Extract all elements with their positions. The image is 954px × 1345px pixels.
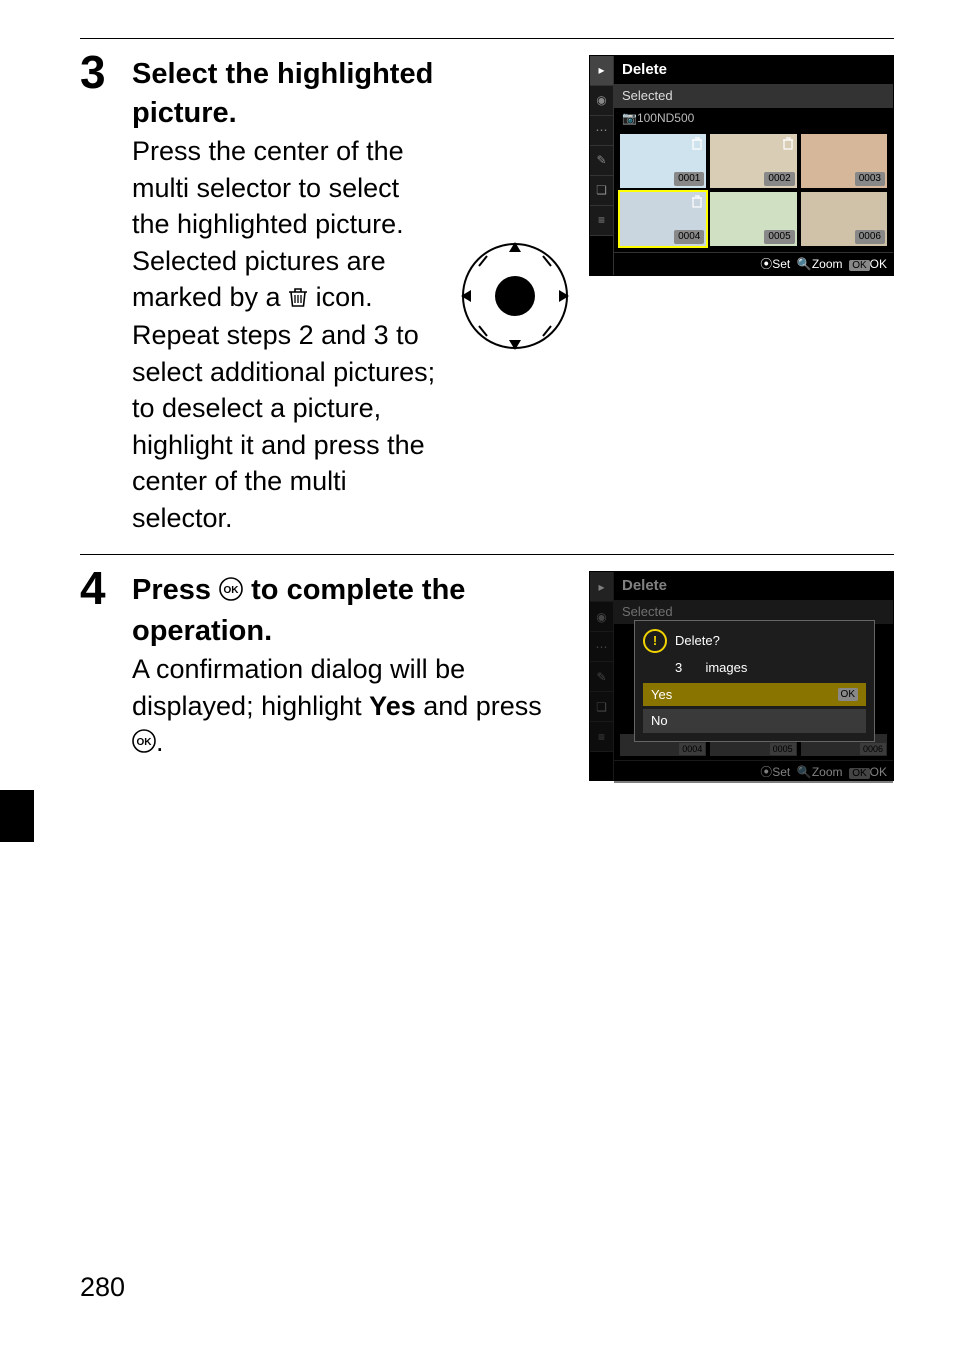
- step-4-number: 4: [80, 565, 114, 781]
- thumbnail: 0006: [801, 192, 887, 246]
- thumbnail: 0005: [710, 192, 796, 246]
- camera-screen-delete-selected: ▸ ◉ ⋯ ✎ ❏ ≡ Delete Selected 📷100ND500 00…: [589, 55, 894, 276]
- thumbnail: 0003: [801, 134, 887, 188]
- dialog-count: 3: [675, 659, 682, 677]
- screen1-footer: ⦿Set 🔍Zoom OKOK: [614, 252, 893, 276]
- step-4-body-c: .: [156, 727, 164, 757]
- ok-button-icon: OK: [132, 726, 156, 762]
- step-4-body-yes: Yes: [369, 691, 416, 721]
- screen2-footer: ⦿Set 🔍Zoom OKOK: [614, 760, 893, 784]
- ok-button-icon: OK: [219, 573, 243, 612]
- step-3: 3 Select the highlighted picture. Press …: [80, 49, 894, 536]
- thumb-number: 0002: [764, 172, 794, 186]
- footer-set-icon: ⦿: [760, 257, 772, 271]
- screen1-title: Delete: [614, 56, 893, 84]
- trash-mark-icon: [781, 136, 795, 150]
- tab-playback-icon: ▸: [590, 56, 613, 86]
- tab-retouch-icon: ❏: [590, 176, 613, 206]
- dialog-count-unit: images: [705, 659, 747, 677]
- side-tabs: ▸◉⋯ ✎❏≡: [590, 572, 614, 780]
- thumbnail: 0004: [620, 192, 706, 246]
- screen1-subtitle: Selected: [614, 84, 893, 108]
- multi-selector-graphic: [455, 236, 575, 365]
- step-4-title: Press OK to complete the operation.: [132, 574, 465, 647]
- dialog-question: Delete?: [675, 632, 720, 650]
- tab-pencil-icon: ✎: [590, 146, 613, 176]
- step-3-title: Select the highlighted picture.: [132, 58, 433, 129]
- dialog-option-yes[interactable]: YesOK: [643, 683, 866, 707]
- screen1-path: 📷100ND500: [614, 108, 893, 128]
- mid-rule: [80, 554, 894, 555]
- top-rule: [80, 38, 894, 39]
- warning-icon: !: [643, 629, 667, 653]
- tab-settings-icon: ⋯: [590, 116, 613, 146]
- screen2-title: Delete: [614, 572, 893, 600]
- footer-zoom-icon: 🔍: [797, 257, 812, 271]
- thumbnail: 0002: [710, 134, 796, 188]
- trash-mark-icon: [690, 136, 704, 150]
- svg-text:OK: OK: [137, 737, 153, 748]
- thumb-number: 0003: [855, 172, 885, 186]
- thumbnail: 0001: [620, 134, 706, 188]
- svg-text:OK: OK: [224, 585, 240, 596]
- footer-ok-badge: OK: [849, 260, 869, 271]
- camera-screen-confirm-delete: ▸◉⋯ ✎❏≡ Delete Selected 000400050006 ⦿Se…: [589, 571, 894, 781]
- trash-icon: [288, 281, 308, 317]
- step-3-body-b: icon. Repeat steps 2 and 3 to select add…: [132, 282, 435, 533]
- step-4: 4 Press OK to complete the operation. A …: [80, 565, 894, 781]
- tab-camera-icon: ◉: [590, 86, 613, 116]
- page-number: 280: [80, 1272, 125, 1303]
- ok-badge-icon: OK: [838, 688, 858, 702]
- step-3-number: 3: [80, 49, 114, 536]
- screen1-thumbnails: 0001 0002 0003 0004 0005 0006: [614, 128, 893, 252]
- step-4-body-b: and press: [416, 691, 542, 721]
- thumb-number: 0001: [674, 172, 704, 186]
- thumb-number: 0006: [855, 230, 885, 244]
- confirm-dialog: ! Delete? 3 images YesOK No: [634, 620, 875, 742]
- trash-mark-icon: [690, 194, 704, 208]
- section-edge-marker: [0, 790, 34, 842]
- dialog-option-no[interactable]: No: [643, 709, 866, 733]
- thumb-number: 0005: [764, 230, 794, 244]
- tab-mymenu-icon: ≡: [590, 206, 613, 236]
- thumb-number: 0004: [674, 230, 704, 244]
- side-tabs: ▸ ◉ ⋯ ✎ ❏ ≡: [590, 56, 614, 275]
